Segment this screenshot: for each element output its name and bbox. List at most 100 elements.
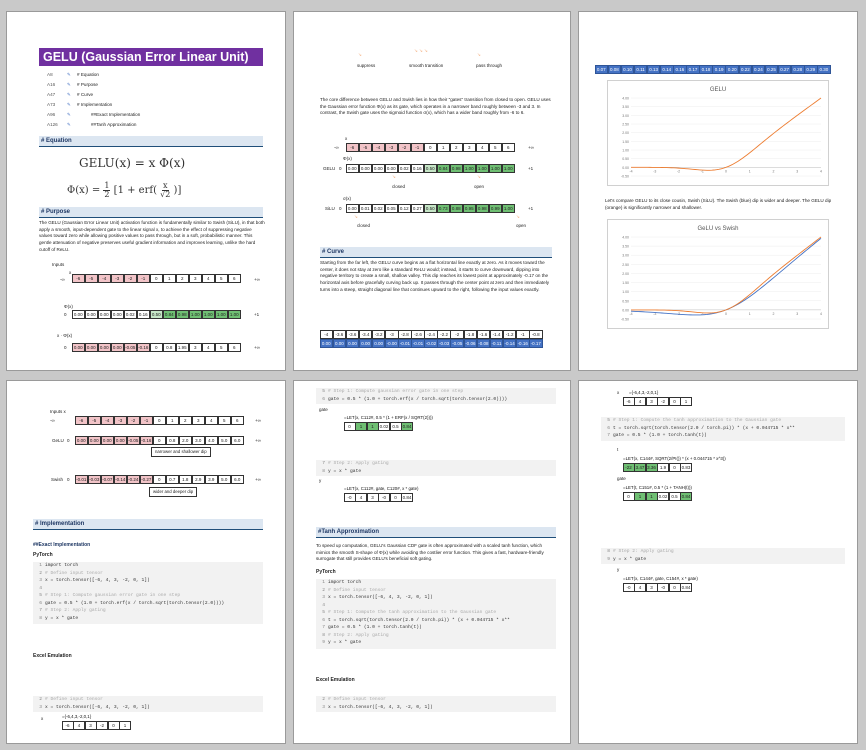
array-cell: 0.95	[462, 204, 476, 213]
code-line: 6 gate = 0.5 * (1.0 + torch.erf(x / torch…	[33, 600, 263, 608]
array-cell: -0.00	[384, 339, 399, 348]
array-cell: 2	[449, 143, 463, 152]
line-number: 9	[322, 640, 325, 645]
toc-item[interactable]: A47 ✎ # Curve	[47, 92, 93, 98]
array-cell: -0.08	[476, 339, 491, 348]
array-cell: -3	[384, 330, 399, 339]
array-cell: 1.95	[175, 343, 189, 352]
page-2: ↘ ↘ ↘ ↘ ↘ suppress smooth transition pas…	[293, 11, 571, 371]
y-values: -0 4 3 -0 0 0.84	[343, 493, 413, 502]
array-cell: 1	[645, 492, 658, 501]
equation-gelu: GELU(x) = x Φ(x)	[79, 156, 186, 170]
code-block-tanh: 1 import torch 2 # Define input tensor 3 x = …	[316, 579, 556, 649]
array-cell: 3	[462, 143, 476, 152]
array-cell: -2.6	[411, 330, 425, 339]
array-cell: 0.00	[87, 436, 101, 445]
array-cell: -0	[622, 583, 635, 592]
array-cell: 0.16	[136, 310, 150, 319]
x-tick-label: 2	[773, 169, 775, 173]
array-cell: 0.17	[686, 65, 700, 74]
array-cell: -4	[319, 330, 334, 339]
toc-item[interactable]: A73 ✎ # Implementation	[47, 102, 112, 108]
code-block-step2: 8 # Step 2: Apply gating 9 y = x * gate	[601, 548, 845, 564]
gelu-label: GeLU	[52, 438, 64, 443]
array-cell: 0	[152, 475, 166, 484]
zero-label: 0	[339, 166, 342, 171]
toc-ref: A96	[47, 112, 56, 117]
code-line: 2 # Define input tensor	[316, 696, 556, 704]
array-cell: 0.28	[790, 65, 805, 74]
t-values: -22 3.47 3.36 1.9 0 0.83	[622, 463, 692, 472]
array-cell: 0.84	[436, 164, 450, 173]
array-cell: 4	[355, 493, 367, 502]
array-cell: 0.00	[113, 436, 127, 445]
toc-item[interactable]: A126 ✎ ##Tanh Approximation	[47, 122, 136, 128]
pytorch-label: PyTorch	[316, 569, 336, 575]
array-cell: 0.00	[332, 339, 347, 348]
array-cell: -2	[657, 397, 669, 406]
x-tick-label: -3	[653, 169, 656, 173]
array-cell: 3	[645, 397, 658, 406]
code-text: gate = 0.5 * (1.0 + torch.erf(x / torch.…	[328, 396, 508, 402]
array-cell: 0	[149, 343, 163, 352]
array-cell: -5	[87, 416, 101, 425]
array-cell: 0.27	[410, 204, 424, 213]
array-cell: 0.19	[712, 65, 726, 74]
array-cell: 2.0	[178, 436, 192, 445]
array-cell: 0.12	[397, 204, 411, 213]
toc-item[interactable]: A16 ✎ # Purpose	[47, 82, 98, 88]
array-cell: 0.00	[384, 164, 398, 173]
gelu-chart: GELU 4.00 3.50 3.00 2.50 2.00 1.50 1.00 0.50 0.0…	[607, 80, 829, 186]
code-line: 8 # Step 2: Apply gating	[316, 632, 556, 640]
inf-right: +∞	[254, 277, 260, 282]
swish-array: -0.01 -0.03 -0.07 -0.14 -0.24 -0.27 0 0.7 1.8 2.9…	[74, 475, 244, 484]
array-cell: 5.0	[217, 475, 231, 484]
array-cell: 3.47	[634, 463, 646, 472]
array-cell: 0.00	[71, 310, 85, 319]
array-cell: 0.99	[488, 204, 502, 213]
toc-item[interactable]: A96 ✎ ##Exact Implementation	[47, 112, 140, 118]
x-label: x	[41, 716, 44, 721]
y-tick-label: 4.00	[622, 236, 629, 240]
array-cell: -6	[61, 721, 74, 730]
array-cell: -1.8	[463, 330, 478, 339]
line-number: 9	[607, 556, 610, 562]
curve-x-row: -4 -3.6 -3.6 -3.4 -3.2 -3 -2.8 -2.6 -2.4 -2.2 -2 -1…	[319, 330, 543, 339]
array-cell: -0.16	[139, 436, 153, 445]
array-cell: 0.02	[123, 310, 137, 319]
code-block-step1: 5 # Step 1: Compute the tanh approximatio…	[601, 417, 845, 441]
code-line: 7 gate = 0.5 * (1.0 + torch.tanh(t))	[601, 432, 845, 440]
array-cell: -0.27	[139, 475, 153, 484]
array-cell: -0.03	[87, 475, 101, 484]
xphi-label: x · Φ(x)	[57, 333, 73, 338]
y-tick-label: -0.50	[621, 318, 629, 322]
y-tick-label: 0.50	[622, 299, 629, 303]
array-cell: 2	[175, 274, 189, 283]
array-cell: -0	[657, 583, 669, 592]
y-tick-label: 1.00	[622, 290, 629, 294]
gate-formula: =LET(x, C112#, 0.5 * (1 + ERF(x / SQRT(2…	[344, 415, 433, 420]
code-text: # Define input tensor	[328, 587, 386, 593]
x-array: -6 -5 -4 -3 -2 -1 0 1 2 3 4 5 6	[74, 416, 244, 425]
array-cell: 1.00	[462, 164, 476, 173]
y-tick-label: -0.50	[621, 175, 629, 179]
line-number: 3	[322, 704, 325, 710]
toc-item[interactable]: A8 ✎ # Equation	[47, 72, 99, 78]
line-number: 7	[607, 433, 610, 438]
array-cell: -0.05	[450, 339, 465, 348]
t-label: t	[617, 447, 619, 452]
array-cell: -5	[84, 274, 98, 283]
array-cell: -1	[410, 143, 424, 152]
swish-label: Swish	[51, 477, 64, 482]
code-line: 5 # Step 1: Compute gaussian error gate i…	[316, 388, 556, 396]
t-formula: =LET(x, C144#, SQRT(2/PI()) * (x + 0.044…	[623, 456, 726, 461]
link-icon: ✎	[67, 82, 71, 87]
array-cell: 0	[668, 463, 681, 472]
inputs-label: Inputs	[52, 262, 65, 267]
code-text: # Define input tensor	[45, 697, 103, 702]
line-number: 6	[607, 425, 610, 431]
array-cell: 0.83	[680, 463, 692, 472]
